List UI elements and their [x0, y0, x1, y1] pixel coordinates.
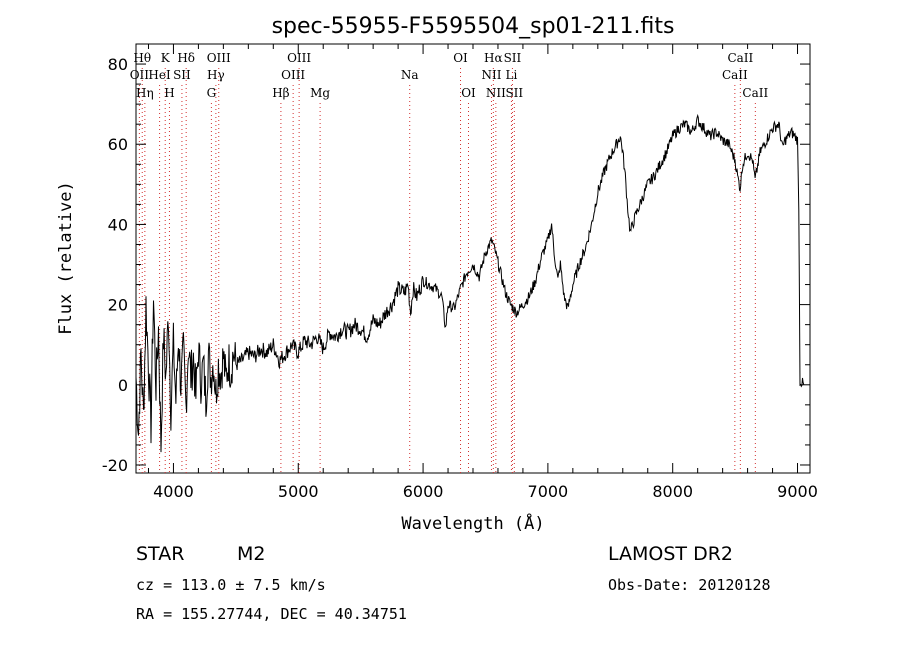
y-tick-label: 20	[108, 296, 128, 315]
object-subclass: M2	[237, 543, 265, 565]
y-tick-label: 0	[118, 376, 128, 395]
spectral-line-label: HeI	[148, 68, 171, 82]
y-tick-label: 60	[108, 135, 128, 154]
spectral-line-label: SII	[173, 68, 191, 82]
spectral-line-label: Hβ	[272, 86, 289, 100]
spectral-line-label: OI	[461, 86, 476, 100]
x-tick-label: 8000	[652, 482, 693, 501]
spectral-line-label: NII	[486, 86, 506, 100]
y-tick-label: 40	[108, 215, 128, 234]
spectral-line-label: H	[164, 86, 174, 100]
x-tick-label: 5000	[278, 482, 319, 501]
spectral-line-label: G	[207, 86, 217, 100]
spectral-line-label: Hδ	[177, 51, 195, 65]
coordinates: RA = 155.27744, DEC = 40.34751	[136, 605, 407, 623]
spectral-line-labels: OII Hθ Hη HeI K H SII Hδ G Hγ OIII Hβ OIII OIII Mg Na OI…	[130, 51, 769, 100]
y-axis-label: Flux (relative)	[56, 181, 76, 335]
spectral-line-label: OIII	[281, 68, 305, 82]
x-axis-label: Wavelength (Å)	[401, 512, 544, 534]
redshift-info: cz = 113.0 ± 7.5 km/s	[136, 576, 326, 594]
spectral-line-label: OIII	[207, 51, 231, 65]
spectral-line-label: CaII	[742, 86, 768, 100]
spectral-line-label: CaII	[727, 51, 753, 65]
x-tick-label: 9000	[777, 482, 818, 501]
spectral-line-label: CaII	[722, 68, 748, 82]
spectral-line-label: Li	[506, 68, 518, 82]
axis-ticks	[136, 44, 810, 473]
spectral-line-label: Hθ	[133, 51, 151, 65]
y-tick-label: -20	[102, 456, 128, 475]
spectral-line-label: SII	[505, 86, 523, 100]
spectral-line-label: SII	[504, 51, 522, 65]
observation-date: Obs-Date: 20120128	[608, 576, 771, 594]
spectral-line-label: Hγ	[207, 68, 225, 82]
spectral-line-label: OIII	[287, 51, 311, 65]
spectrum-line	[135, 113, 805, 453]
spectral-line-label: Mg	[310, 86, 330, 100]
chart-title: spec-55955-F5595504_sp01-211.fits	[272, 14, 675, 39]
x-tick-label: 4000	[153, 482, 194, 501]
spectral-line-label: OII	[130, 68, 150, 82]
plot-frame	[135, 43, 811, 474]
axis-tick-labels: 4000 5000 6000 7000 8000 9000 -20 0 20 40 60 80	[102, 55, 818, 501]
y-tick-label: 80	[108, 55, 128, 74]
x-tick-label: 6000	[403, 482, 444, 501]
spectral-line-label: OI	[453, 51, 468, 65]
spectral-line-markers	[138, 68, 756, 473]
spectral-line-label: Na	[401, 68, 419, 82]
spectral-line-label: NII	[481, 68, 501, 82]
x-tick-label: 7000	[528, 482, 569, 501]
spectral-line-label: Hα	[484, 51, 503, 65]
object-class: STAR	[136, 543, 184, 565]
spectral-line-label: Hη	[136, 86, 154, 100]
survey-name: LAMOST DR2	[608, 543, 733, 565]
spectral-line-label: K	[161, 51, 171, 65]
